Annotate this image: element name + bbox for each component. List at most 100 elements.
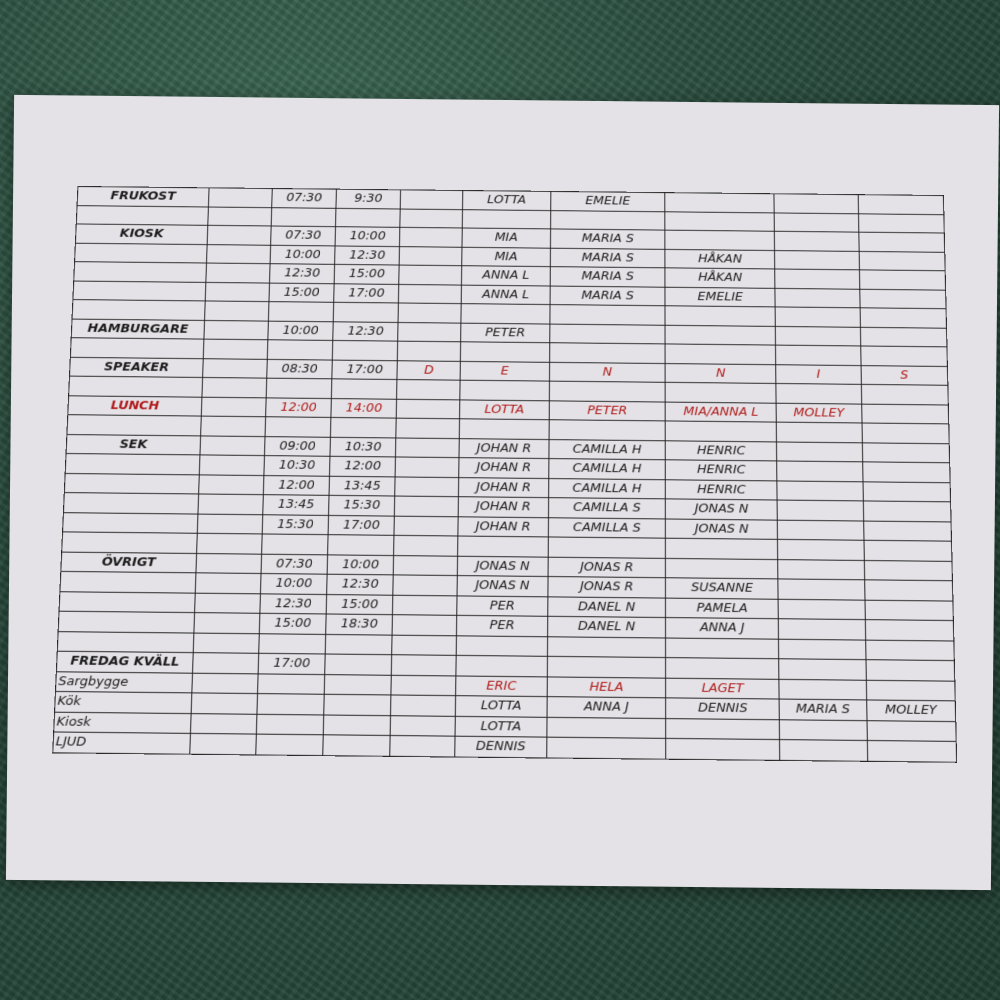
cell-person-1: LOTTA [455, 695, 547, 717]
cell-person-2: MARIA S [550, 228, 666, 249]
cell-person-3 [665, 211, 775, 232]
cell-person-3 [665, 382, 777, 403]
cell-person-3: N [665, 363, 777, 384]
cell-note [196, 553, 262, 574]
cell-person-2: MARIA S [549, 266, 666, 287]
cell-end-time: 10:30 [330, 436, 397, 457]
cell-start-time [261, 533, 329, 555]
cell-activity [62, 512, 199, 534]
cell-person-4 [779, 678, 867, 700]
cell-person-4 [777, 519, 864, 541]
cell-person-4 [774, 268, 860, 289]
cell-person-3 [665, 657, 780, 679]
cell-person-2: DANEL N [547, 596, 666, 618]
cell-person-3 [665, 538, 778, 560]
cell-person-1: MIA [461, 246, 551, 267]
cell-person-4 [776, 422, 862, 443]
cell-end-time [327, 534, 395, 556]
cell-start-time [258, 633, 326, 654]
cell-activity: ÖVRIGT [60, 551, 197, 573]
cell-person-1 [460, 341, 550, 362]
cell-person-5 [859, 307, 947, 328]
cell-person-2 [547, 636, 666, 658]
cell-start-time: 07:30 [270, 225, 336, 246]
cell-activity [73, 261, 207, 282]
cell-start-time: 07:30 [271, 188, 337, 208]
cell-person-2 [548, 381, 666, 402]
cell-extra [394, 496, 459, 517]
cell-person-3 [665, 420, 777, 442]
cell-person-2 [546, 737, 667, 759]
cell-person-1 [462, 209, 551, 229]
cell-person-4: MARIA S [779, 699, 867, 721]
cell-person-1 [456, 635, 548, 657]
cell-note [206, 244, 271, 264]
cell-person-1: LOTTA [455, 715, 547, 738]
cell-activity: HAMBURGARE [71, 318, 205, 340]
cell-activity: SPEAKER [69, 356, 204, 378]
cell-person-5: S [860, 365, 948, 386]
cell-extra [392, 614, 457, 636]
cell-start-time [257, 693, 325, 715]
cell-person-1 [456, 655, 548, 677]
cell-person-3: ANNA J [665, 617, 779, 639]
cell-end-time: 12:30 [326, 574, 394, 595]
cell-person-2 [546, 656, 667, 678]
cell-person-2: N [549, 361, 666, 383]
cell-person-3: LAGET [666, 677, 780, 700]
cell-person-5 [864, 619, 954, 641]
cell-note [198, 493, 264, 515]
cell-extra [397, 322, 462, 342]
cell-start-time: 09:00 [264, 436, 331, 457]
cell-extra [398, 283, 462, 304]
cell-person-1: ANNA L [461, 265, 550, 286]
cell-person-4 [774, 212, 859, 233]
cell-person-4 [779, 719, 867, 741]
cell-start-time [255, 734, 324, 756]
cell-start-time: 12:00 [263, 475, 330, 496]
cell-person-3 [665, 230, 775, 251]
cell-end-time [324, 674, 392, 695]
cell-activity: FREDAG KVÄLL [56, 651, 194, 673]
cell-note [207, 206, 272, 226]
cell-person-1 [461, 303, 550, 324]
cell-person-4 [777, 559, 865, 580]
cell-person-3: HÅKAN [665, 267, 776, 288]
cell-start-time [266, 378, 332, 399]
cell-start-time [256, 713, 324, 735]
cell-start-time: 10:30 [264, 455, 331, 476]
cell-person-5 [863, 560, 953, 581]
cell-person-1: PETER [460, 322, 550, 343]
cell-person-5: MOLLEY [866, 699, 956, 722]
cell-person-3: SUSANNE [665, 577, 779, 599]
cell-note [203, 339, 268, 359]
cell-person-5 [865, 679, 956, 701]
cell-person-1: JOHAN R [459, 438, 549, 459]
cell-end-time [330, 417, 397, 438]
cell-end-time [324, 653, 392, 675]
cell-activity [74, 242, 208, 264]
cell-end-time: 12:30 [332, 321, 399, 342]
cell-person-2 [546, 716, 667, 739]
cell-extra [397, 341, 461, 361]
cell-start-time: 17:00 [258, 653, 326, 675]
cell-extra [393, 535, 459, 556]
schedule-sheet: FRUKOST 07:30 9:30 LOTTA EMELIE KIOSK 07:30 10:… [5, 94, 1000, 891]
cell-extra [390, 715, 456, 737]
cell-person-2: PETER [548, 400, 666, 421]
cell-person-5 [862, 461, 951, 483]
cell-person-5 [865, 639, 955, 661]
cell-person-2: MARIA S [549, 247, 666, 268]
cell-extra [391, 654, 457, 676]
cell-start-time: 15:30 [262, 514, 329, 535]
cell-end-time: 17:00 [333, 283, 399, 303]
cell-person-1: JOHAN R [458, 496, 549, 518]
cell-person-2: JONAS R [547, 576, 666, 598]
cell-person-3 [666, 718, 780, 740]
cell-person-4: I [775, 364, 861, 385]
cell-person-1: PER [456, 615, 548, 637]
cell-person-1 [459, 380, 550, 401]
cell-note [193, 632, 260, 654]
cell-note [195, 572, 262, 594]
cell-start-time [271, 207, 337, 227]
